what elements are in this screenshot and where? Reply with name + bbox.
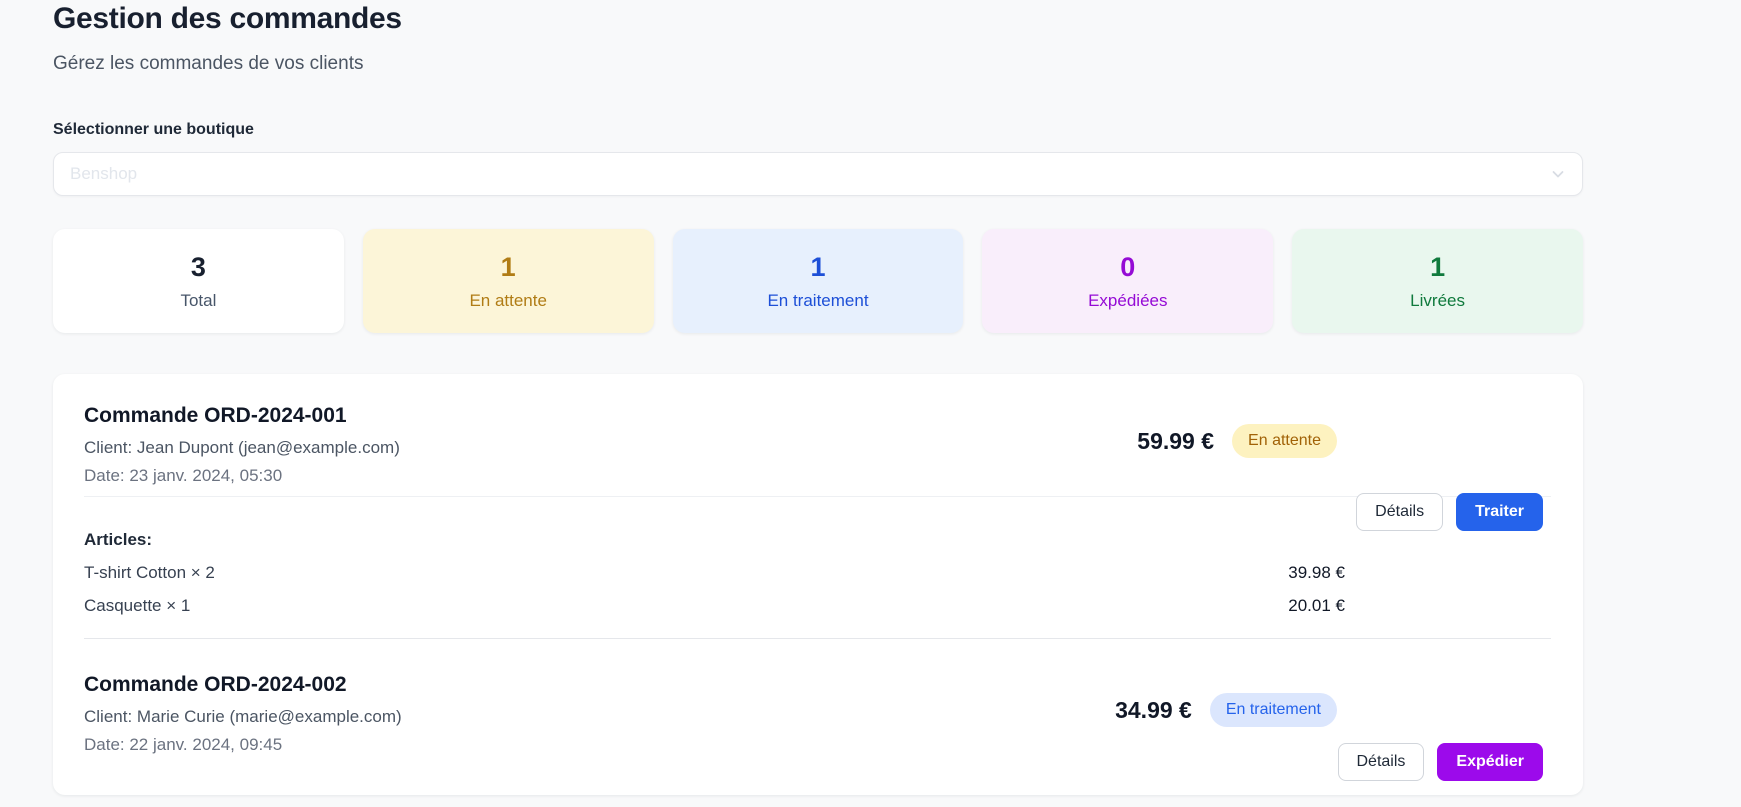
stat-value: 0 [1120, 251, 1136, 282]
stat-card-processing: 1 En traitement [672, 229, 964, 333]
order-info: Commande ORD-2024-002 Client: Marie Curi… [84, 673, 402, 755]
article-price: 20.01 € [1288, 596, 1345, 615]
stat-card-total: 3 Total [53, 229, 344, 333]
shop-selector-label: Sélectionner une boutique [53, 121, 254, 138]
order-total-price: 59.99 € [1137, 427, 1215, 454]
order-client: Client: Marie Curie (marie@example.com) [84, 707, 402, 726]
details-button[interactable]: Détails [1337, 743, 1425, 781]
process-button[interactable]: Traiter [1456, 493, 1543, 531]
stat-value: 1 [810, 251, 826, 282]
shop-select[interactable]: Benshop [53, 152, 1583, 196]
articles-title: Articles: [84, 530, 153, 549]
stat-card-pending: 1 En attente [362, 229, 654, 333]
status-badge: En traitement [1209, 693, 1337, 727]
order-date: Date: 23 janv. 2024, 05:30 [84, 466, 283, 485]
order-actions: Détails Traiter [1356, 493, 1543, 531]
stat-value: 1 [1430, 251, 1446, 282]
stat-value: 1 [500, 251, 516, 282]
details-button[interactable]: Détails [1356, 493, 1444, 531]
order-actions: Détails Expédier [1337, 743, 1543, 781]
order-client: Client: Jean Dupont (jean@example.com) [84, 438, 400, 457]
order-title: Commande ORD-2024-001 [84, 404, 347, 427]
status-badge: En attente [1232, 424, 1337, 458]
articles-section: Articles: T-shirt Cotton × 2 39.98 € Cas… [84, 496, 1551, 616]
stat-label: Livrées [1410, 290, 1465, 310]
order-price-row: 59.99 € En attente [1137, 424, 1337, 458]
article-name: Casquette × 1 [84, 596, 191, 615]
stat-label: En attente [469, 290, 547, 310]
order-total-price: 34.99 € [1115, 696, 1192, 723]
chevron-down-icon [1550, 166, 1566, 182]
article-row: T-shirt Cotton × 2 39.98 € [84, 563, 1551, 583]
page-subtitle: Gérez les commandes de vos clients [53, 53, 364, 74]
order-title: Commande ORD-2024-002 [84, 673, 347, 696]
order-card-ord-2024-002: Commande ORD-2024-002 Client: Marie Curi… [84, 638, 1551, 781]
stat-label: Total [180, 290, 217, 310]
stat-label: Expédiées [1088, 290, 1168, 310]
stat-card-shipped: 0 Expédiées [982, 229, 1274, 333]
stat-label: En traitement [767, 290, 869, 310]
article-name: T-shirt Cotton × 2 [84, 563, 215, 582]
orders-list-panel: Commande ORD-2024-001 Client: Jean Dupon… [53, 374, 1583, 795]
article-row: Casquette × 1 20.01 € [84, 596, 1551, 616]
order-stats-row: 3 Total 1 En attente 1 En traitement 0 E… [53, 229, 1583, 333]
stat-card-delivered: 1 Livrées [1292, 229, 1583, 333]
order-card-ord-2024-001: Commande ORD-2024-001 Client: Jean Dupon… [84, 404, 1551, 638]
order-date: Date: 22 janv. 2024, 09:45 [84, 735, 283, 754]
ship-button[interactable]: Expédier [1437, 743, 1543, 781]
page-title: Gestion des commandes [53, 2, 402, 35]
order-info: Commande ORD-2024-001 Client: Jean Dupon… [84, 404, 400, 486]
order-price-row: 34.99 € En traitement [1115, 693, 1337, 727]
shop-select-value: Benshop [70, 164, 138, 183]
stat-value: 3 [190, 251, 206, 282]
article-price: 39.98 € [1288, 563, 1345, 582]
